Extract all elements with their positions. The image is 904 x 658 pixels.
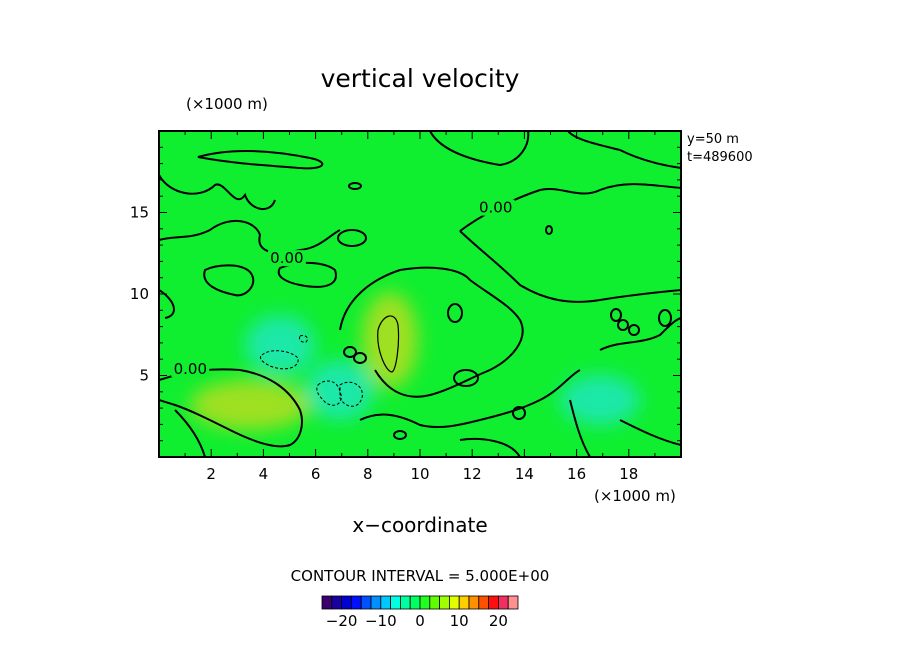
- y-tick-labels: 5 10 15: [130, 204, 149, 385]
- contour-line: [299, 335, 308, 343]
- positive-contour: [377, 315, 400, 373]
- colorbar-swatch: [429, 595, 440, 610]
- contour-line: [197, 150, 324, 170]
- contour-line: [610, 308, 622, 322]
- colorbar-swatch: [350, 595, 362, 610]
- contour-line: [339, 266, 524, 398]
- negative-contours: [259, 335, 363, 407]
- colorbar-tick-label: −20: [326, 612, 358, 630]
- colorbar-swatch: [419, 595, 431, 610]
- contour-line: [353, 352, 367, 364]
- contour-line: [617, 319, 629, 331]
- contour-line: [429, 131, 530, 167]
- colorbar-swatch: [448, 595, 460, 610]
- colorbar-swatch: [458, 595, 470, 610]
- colorbar-swatch: [478, 595, 489, 610]
- contour-line: [658, 309, 672, 327]
- contour-line: [459, 437, 521, 457]
- colorbar-tick-label: −10: [365, 612, 397, 630]
- contour-line: [159, 174, 276, 210]
- contour-line: [447, 303, 463, 323]
- contour-line: [159, 289, 175, 319]
- updraft-patch: [190, 380, 310, 430]
- colorbar: [321, 595, 519, 610]
- colorbar-swatch: [370, 595, 382, 610]
- colorbar-swatch: [331, 595, 342, 610]
- contour-line: [628, 324, 640, 336]
- colorbar-tick-label: 10: [450, 612, 469, 630]
- x-tick-label: 2: [206, 465, 216, 483]
- colorbar-tick-label: 20: [489, 612, 508, 630]
- colorbar-swatch: [497, 595, 509, 610]
- annotation-time: t=489600: [687, 150, 753, 165]
- contour-label: 0.00: [174, 360, 207, 378]
- y-tick-label: 10: [130, 285, 149, 303]
- x-tick-label: 10: [410, 465, 429, 483]
- colorbar-tick-labels: −20 −10 0 10 20: [326, 612, 508, 630]
- contour-label-bg: [476, 199, 515, 216]
- contour-line: [545, 225, 553, 235]
- colorbar-swatch: [321, 595, 333, 610]
- colorbar-swatch: [380, 595, 391, 610]
- updraft-patch: [362, 292, 418, 388]
- contour-line: [339, 381, 363, 407]
- contour-line: [203, 264, 255, 297]
- colorbar-tick-label: 0: [415, 612, 425, 630]
- x-tick-label: 12: [463, 465, 482, 483]
- contour-line: [277, 262, 337, 288]
- contour-line: [393, 430, 407, 440]
- axis-ticks: [159, 131, 681, 457]
- x-tick-label: 14: [515, 465, 534, 483]
- colorbar-swatch: [439, 595, 450, 610]
- chart-title: vertical velocity: [321, 64, 520, 93]
- contour-line: [337, 229, 367, 247]
- contour-line: [159, 219, 341, 254]
- contour-line: [348, 182, 362, 190]
- contour-interval-label: CONTOUR INTERVAL = 5.000E+00: [291, 567, 550, 585]
- x-tick-label: 4: [259, 465, 269, 483]
- contour-line: [567, 131, 681, 169]
- x-unit-label: (×1000 m): [594, 487, 676, 505]
- contour-line: [159, 368, 303, 448]
- contour-line: [512, 406, 526, 420]
- contour-line: [316, 380, 342, 406]
- x-tick-label: 8: [363, 465, 373, 483]
- downdraft-patch: [245, 315, 315, 375]
- colorbar-swatch: [390, 595, 401, 610]
- colorbar-swatch: [399, 595, 411, 610]
- contour-line: [174, 409, 206, 457]
- contour-line: [569, 399, 591, 457]
- contour-line: [599, 317, 681, 351]
- contour-line: [453, 369, 479, 387]
- x-tick-label: 18: [619, 465, 638, 483]
- x-axis-label: x−coordinate: [352, 513, 487, 537]
- contour-label: 0.00: [479, 199, 512, 217]
- y-tick-label: 5: [139, 367, 149, 385]
- contour-line: [359, 369, 581, 429]
- annotation-y-level: y=50 m: [687, 132, 739, 147]
- x-tick-labels: 2 4 6 8 10 12 14 16 18: [206, 465, 638, 483]
- contour-line: [459, 230, 681, 303]
- contour-line: [343, 346, 357, 358]
- contour-labels: 0.00 0.00 0.00: [171, 199, 515, 378]
- colorbar-swatch: [409, 595, 421, 610]
- contour-label-bg: [171, 360, 210, 377]
- x-tick-label: 16: [567, 465, 586, 483]
- contour-label: 0.00: [270, 249, 303, 267]
- x-tick-label: 6: [311, 465, 321, 483]
- y-unit-label: (×1000 m): [186, 95, 268, 113]
- plot-area: [159, 131, 681, 457]
- colorbar-swatch: [360, 595, 372, 610]
- contour-line: [619, 419, 681, 446]
- colorbar-swatch: [341, 595, 352, 610]
- colorbar-swatch: [468, 595, 480, 610]
- colorbar-swatch: [507, 595, 519, 610]
- y-tick-label: 15: [130, 204, 149, 222]
- downdraft-patch: [560, 375, 640, 425]
- contour-label-bg: [267, 250, 306, 267]
- colorbar-swatch: [488, 595, 499, 610]
- contour-line: [259, 350, 299, 370]
